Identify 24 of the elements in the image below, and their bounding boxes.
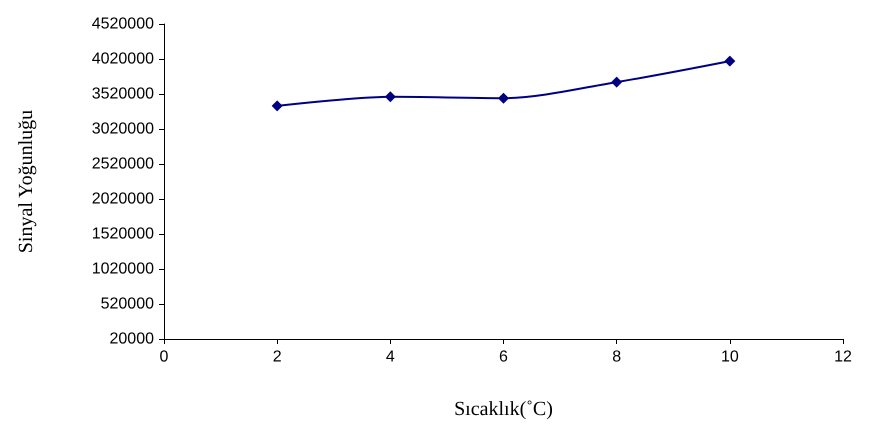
y-tick-label: 3520000 [92, 86, 154, 102]
y-tick-label: 2020000 [92, 190, 154, 208]
y-tick-label: 1020000 [92, 260, 154, 278]
y-tick-label: 4020000 [92, 50, 154, 68]
point [611, 76, 622, 88]
x-tick-label: 12 [834, 348, 852, 366]
point [272, 100, 283, 112]
x-axis-title: Sıcaklık(˚C) [454, 398, 553, 420]
x-tick-label: 10 [720, 348, 739, 366]
y-tick-label: 1520000 [92, 226, 154, 242]
point [724, 56, 736, 67]
x-tick-label: 0 [160, 348, 169, 366]
x-tick-label: 2 [272, 348, 282, 366]
x-tick-label: 4 [386, 348, 395, 366]
y-tick-label: 3020000 [92, 120, 154, 138]
x-tick-label: 8 [612, 348, 622, 366]
y-tick-label: 4520000 [92, 16, 154, 32]
y-axis-title: Sinyal Yoğunluğu [15, 110, 37, 254]
y-tick-label: 20000 [110, 330, 154, 348]
point [384, 91, 396, 102]
point [498, 92, 509, 104]
y-tick-label: 520000 [100, 296, 154, 312]
y-tick-label: 2520000 [92, 156, 154, 172]
x-tick-label: 6 [499, 348, 508, 366]
